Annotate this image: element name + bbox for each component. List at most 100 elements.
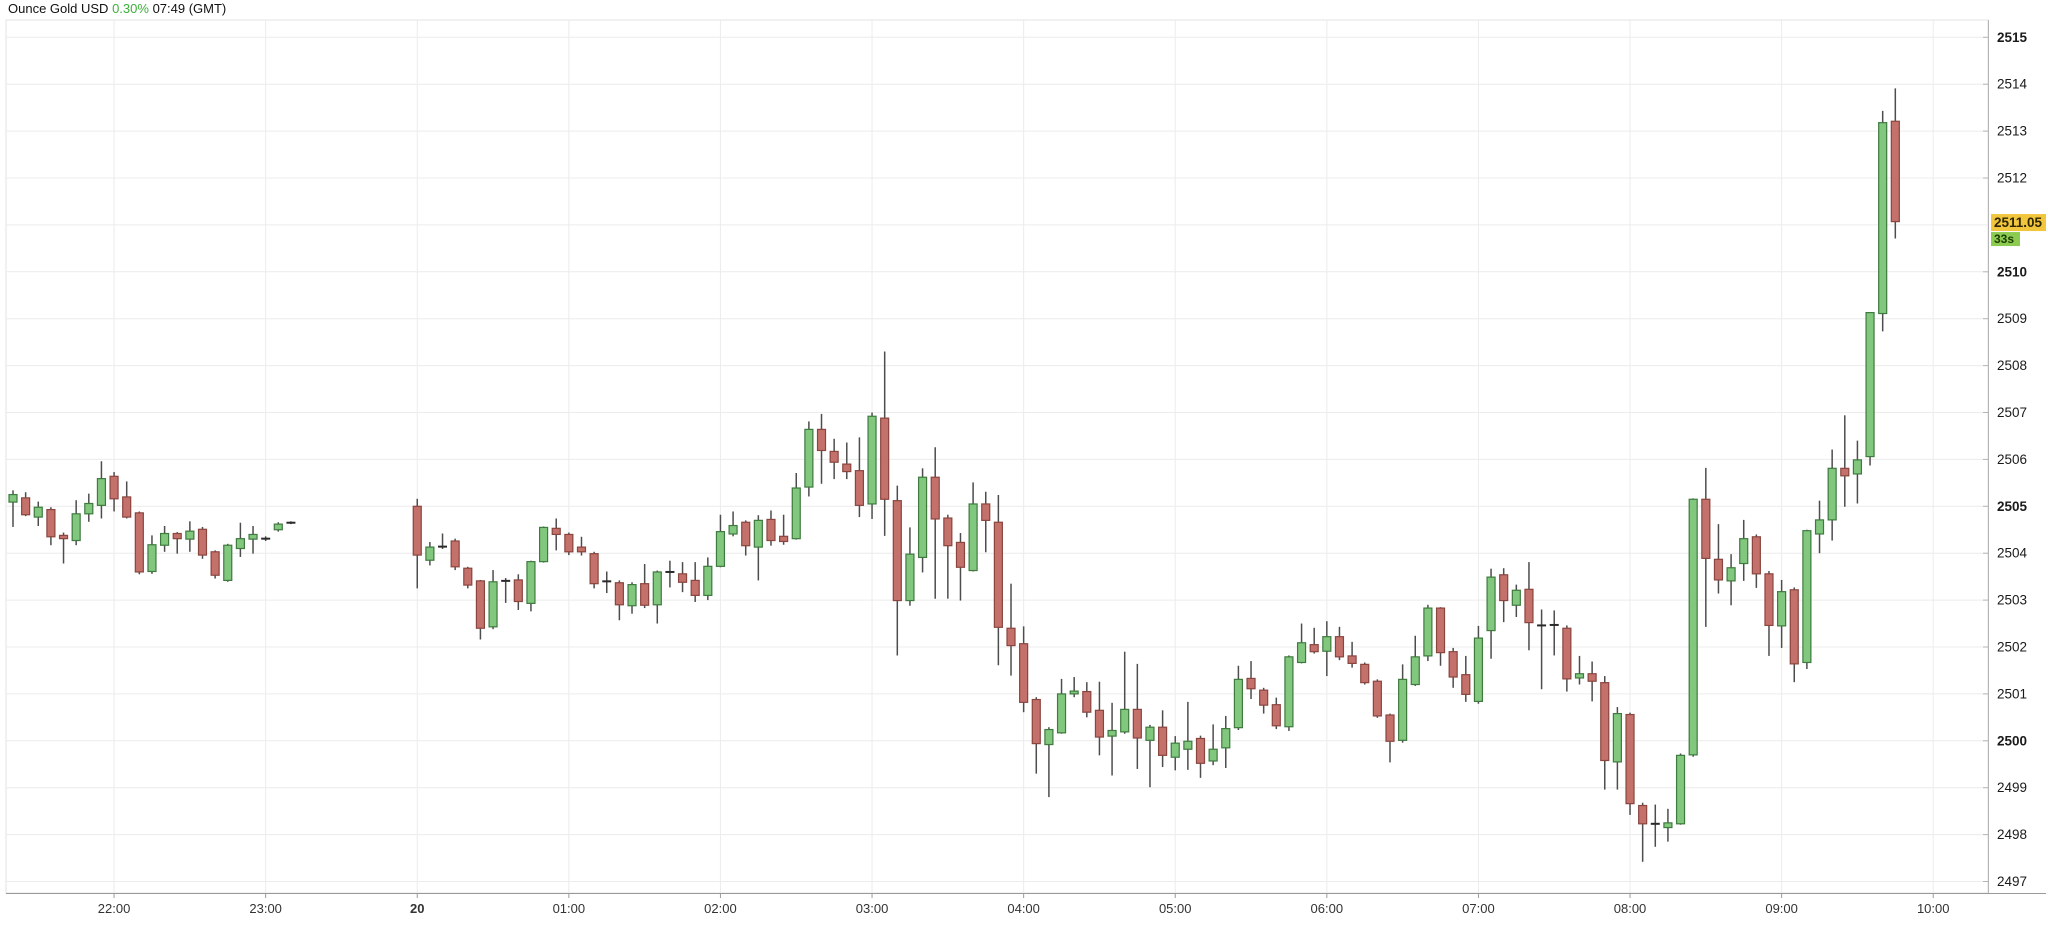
candle-down[interactable]: [614, 582, 624, 606]
candle-down[interactable]: [412, 505, 422, 556]
candle-down[interactable]: [576, 546, 587, 553]
candle-down[interactable]: [880, 417, 890, 500]
candle-down[interactable]: [210, 551, 220, 576]
candle-up[interactable]: [1145, 726, 1155, 741]
candle-up[interactable]: [1814, 519, 1825, 535]
candle-up[interactable]: [1486, 576, 1496, 632]
candle-down[interactable]: [197, 528, 208, 556]
candle-down[interactable]: [1360, 663, 1370, 684]
candle-down[interactable]: [1246, 677, 1256, 690]
candle-up[interactable]: [1107, 729, 1117, 737]
candle-down[interactable]: [993, 521, 1003, 628]
candle-up[interactable]: [223, 544, 233, 582]
candle-up[interactable]: [627, 584, 637, 607]
candle-down[interactable]: [1259, 689, 1269, 706]
candle-down[interactable]: [450, 540, 460, 568]
candle-down[interactable]: [1890, 120, 1900, 223]
candle-up[interactable]: [248, 533, 258, 540]
candle-down[interactable]: [463, 567, 473, 586]
candle-down[interactable]: [1713, 558, 1724, 581]
candle-up[interactable]: [8, 493, 18, 503]
candle-up[interactable]: [1473, 637, 1484, 703]
candle-down[interactable]: [172, 532, 182, 540]
candle-up[interactable]: [185, 530, 195, 540]
candle-up[interactable]: [905, 553, 915, 602]
candle-up[interactable]: [273, 523, 283, 531]
candle-up[interactable]: [1739, 538, 1749, 565]
candle-down[interactable]: [1751, 536, 1761, 575]
candle-down[interactable]: [1094, 709, 1105, 738]
candle-down[interactable]: [1701, 498, 1711, 559]
candle-up[interactable]: [1726, 567, 1736, 582]
candle-up[interactable]: [1574, 673, 1585, 679]
candle-down[interactable]: [640, 583, 650, 606]
candle-down[interactable]: [1499, 574, 1509, 602]
candle-down[interactable]: [1347, 655, 1357, 665]
candle-up[interactable]: [1208, 748, 1218, 762]
candle-down[interactable]: [1448, 651, 1458, 678]
candle-down[interactable]: [842, 463, 852, 473]
candle-down[interactable]: [21, 497, 31, 516]
candle-up[interactable]: [1120, 708, 1130, 733]
candle-up[interactable]: [1675, 754, 1686, 825]
candle-down[interactable]: [1385, 714, 1395, 742]
candle-down[interactable]: [1524, 588, 1534, 624]
candle-up[interactable]: [147, 544, 157, 573]
candle-up[interactable]: [1852, 459, 1863, 475]
candle-up[interactable]: [96, 478, 107, 506]
candle-up[interactable]: [652, 571, 662, 606]
candle-up[interactable]: [791, 487, 801, 540]
candle-down[interactable]: [1840, 467, 1850, 477]
candle-down[interactable]: [829, 450, 839, 463]
candle-down[interactable]: [1309, 644, 1319, 653]
candle-down[interactable]: [1132, 708, 1142, 739]
candle-down[interactable]: [930, 476, 940, 520]
candle-down[interactable]: [564, 533, 574, 553]
candle-up[interactable]: [1284, 656, 1294, 728]
candle-up[interactable]: [1802, 530, 1812, 664]
candle-up[interactable]: [1069, 690, 1079, 695]
candle-up[interactable]: [728, 524, 738, 535]
candle-up[interactable]: [71, 513, 81, 542]
candle-down[interactable]: [475, 580, 486, 629]
candle-up[interactable]: [538, 526, 549, 563]
candle-up[interactable]: [1398, 678, 1408, 741]
candle-down[interactable]: [677, 573, 688, 583]
candle-up[interactable]: [1423, 607, 1433, 657]
candle-up[interactable]: [1777, 591, 1787, 627]
candle-up[interactable]: [425, 546, 435, 561]
candle-down[interactable]: [1638, 804, 1648, 825]
candle-down[interactable]: [551, 527, 561, 536]
candle-down[interactable]: [1461, 674, 1471, 695]
candle-down[interactable]: [955, 541, 966, 568]
candle-down[interactable]: [892, 500, 902, 602]
candle-up[interactable]: [1878, 122, 1888, 315]
candle-up[interactable]: [1410, 656, 1420, 686]
candle-down[interactable]: [1158, 726, 1168, 756]
candle-down[interactable]: [690, 579, 700, 597]
candle-up[interactable]: [703, 565, 713, 597]
candle-down[interactable]: [122, 496, 132, 518]
candle-down[interactable]: [1195, 737, 1206, 764]
candle-up[interactable]: [235, 538, 245, 550]
candle-up[interactable]: [753, 519, 763, 548]
candle-down[interactable]: [766, 518, 776, 542]
candle-down[interactable]: [1562, 627, 1572, 680]
candle-down[interactable]: [1271, 704, 1281, 727]
candle-up[interactable]: [1044, 728, 1054, 746]
candle-down[interactable]: [1082, 690, 1092, 713]
candle-down[interactable]: [1625, 713, 1635, 805]
candle-down[interactable]: [109, 475, 119, 500]
candle-up[interactable]: [968, 503, 978, 572]
candle-up[interactable]: [1827, 467, 1837, 521]
candle-up[interactable]: [804, 428, 814, 488]
candle-down[interactable]: [589, 553, 599, 585]
candle-up[interactable]: [1511, 589, 1521, 606]
candle-down[interactable]: [1019, 643, 1029, 703]
candle-down[interactable]: [779, 535, 789, 543]
candle-down[interactable]: [981, 503, 991, 521]
candle-down[interactable]: [1764, 573, 1774, 627]
candle-up[interactable]: [1170, 742, 1180, 758]
candle-down[interactable]: [46, 508, 56, 538]
candle-down[interactable]: [816, 428, 827, 452]
